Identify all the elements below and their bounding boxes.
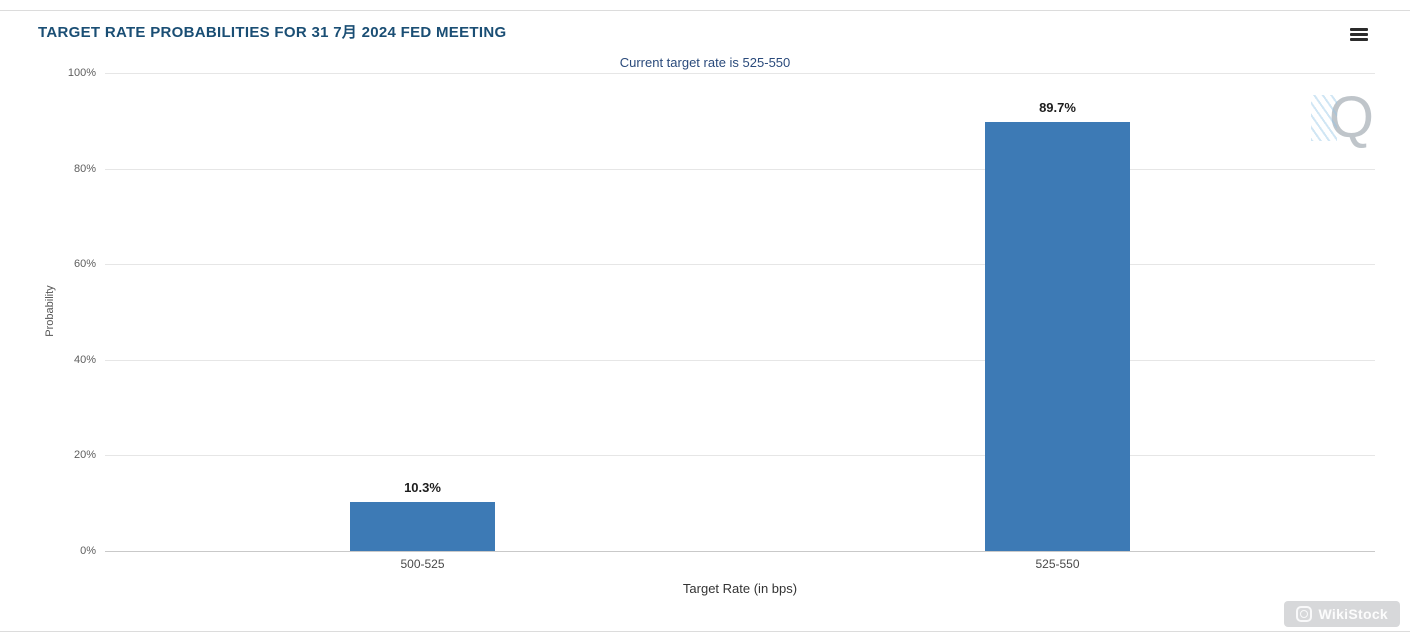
x-axis-tick-labels: 500-525 525-550 [0,557,1410,575]
y-tick-label: 40% [73,353,96,366]
x-tick-label: 500-525 [400,557,445,571]
chart-title: TARGET RATE PROBABILITIES FOR 31 7月 2024… [38,24,507,41]
y-tick-label: 80% [73,162,96,175]
bar-value-label: 10.3% [404,479,441,495]
menu-bar [1350,33,1368,36]
chart-panel: TARGET RATE PROBABILITIES FOR 31 7月 2024… [0,10,1410,632]
y-tick-label: 60% [73,258,96,271]
q-logo-letter: Q [1328,85,1374,150]
menu-bar [1350,38,1368,41]
gridline [105,359,1375,361]
gridline [105,455,1375,457]
x-axis-title: Target Rate (in bps) [682,581,798,596]
x-tick-label: 525-550 [1035,557,1080,571]
wikistock-watermark: WikiStock [1283,601,1400,627]
bar-525-550[interactable] [985,122,1130,551]
chart-subtitle: Current target rate is 525-550 [619,55,791,70]
y-tick-label: 20% [73,449,96,462]
y-axis-title: Probability [44,285,56,337]
gridline [105,168,1375,170]
gridline [105,264,1375,266]
q-logo-watermark: Q [1310,85,1374,150]
menu-bar [1350,28,1368,31]
bar-500-525[interactable] [350,501,495,551]
hamburger-menu-icon[interactable] [1350,28,1368,43]
bar-value-label: 89.7% [1039,100,1076,116]
y-tick-label: 0% [80,545,96,557]
q-logo-stripes-icon [1310,95,1337,141]
plot-area: 10.3% 89.7% [105,73,1375,552]
wikistock-logo-icon [1295,606,1312,622]
gridline [105,73,1375,74]
wikistock-label: WikiStock [1318,606,1388,622]
